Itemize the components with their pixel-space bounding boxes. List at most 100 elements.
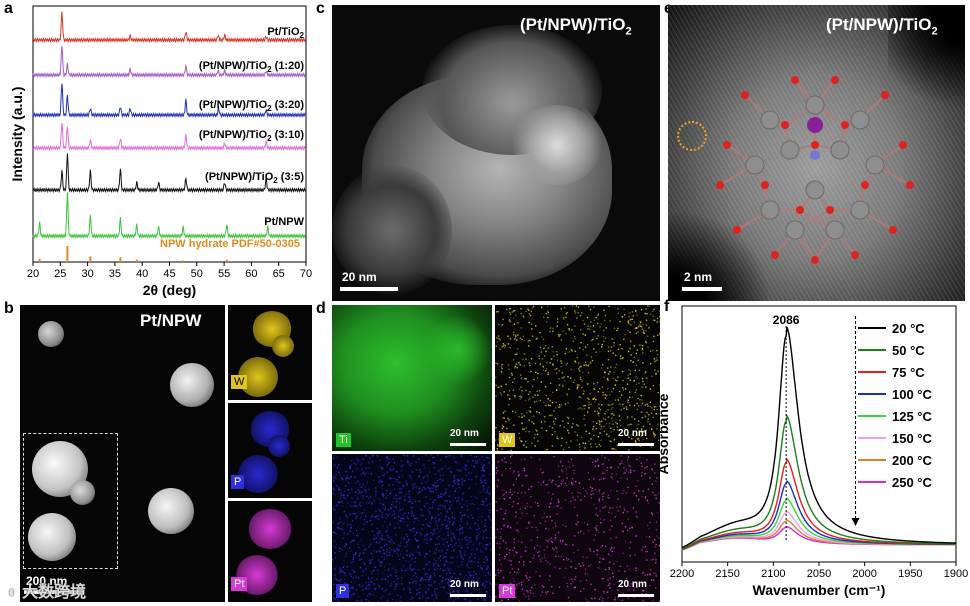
map-dot: [389, 563, 391, 565]
map-dot: [357, 498, 359, 500]
map-dot: [510, 560, 512, 562]
map-dot: [503, 460, 505, 463]
map-dot: [332, 579, 334, 582]
map-dot: [344, 497, 347, 500]
map-dot: [599, 326, 601, 328]
map-dot: [355, 517, 357, 520]
map-dot: [632, 433, 634, 436]
map-dot: [503, 344, 505, 346]
map-dot: [502, 518, 505, 520]
map-dot: [647, 418, 649, 420]
map-dot: [386, 555, 388, 557]
map-dot: [495, 362, 497, 364]
map-dot: [371, 523, 373, 525]
map-dot: [365, 485, 367, 487]
map-dot: [369, 562, 371, 564]
map-dot: [545, 591, 547, 594]
map-dot: [619, 506, 621, 508]
map-dot: [628, 568, 631, 570]
map-dot: [601, 346, 603, 348]
map-dot: [512, 410, 514, 412]
map-dot: [469, 454, 472, 456]
map-dot: [562, 524, 564, 526]
map-dot: [411, 512, 413, 514]
map-dot: [333, 464, 336, 466]
map-dot: [641, 435, 643, 437]
map-dot: [547, 483, 549, 486]
map-dot: [375, 493, 377, 495]
map-dot: [558, 370, 560, 372]
map-dot: [614, 399, 617, 401]
map-dot: [451, 512, 453, 514]
map-dot: [654, 463, 656, 465]
map-dot: [577, 408, 579, 410]
x-tick-label: 40: [136, 268, 148, 280]
map-dot: [621, 348, 623, 350]
map-dot: [487, 571, 489, 574]
map-dot: [339, 547, 341, 550]
map-dot: [427, 509, 429, 511]
map-dot: [367, 595, 369, 597]
map-dot: [655, 372, 657, 374]
map-dot: [453, 573, 455, 575]
map-dot: [547, 372, 549, 374]
map-dot: [582, 349, 584, 351]
map-dot: [625, 406, 628, 408]
map-dot: [630, 354, 632, 356]
map-dot: [629, 404, 631, 407]
map-dot: [482, 504, 485, 506]
map-dot: [373, 538, 375, 540]
map-dot: [360, 486, 363, 488]
map-dot: [404, 454, 406, 457]
map-dot: [354, 554, 356, 556]
panel-b-title: Pt/NPW: [140, 311, 202, 330]
map-dot: [610, 440, 612, 443]
element-tag-w-tio2: W: [499, 433, 516, 447]
map-dot: [394, 550, 396, 552]
map-dot: [501, 367, 503, 370]
map-dot: [579, 366, 581, 368]
map-dot: [559, 539, 562, 542]
map-dot: [642, 589, 644, 592]
map-dot: [512, 501, 515, 503]
map-dot: [343, 522, 345, 525]
map-dot: [627, 486, 629, 488]
map-dot: [381, 588, 384, 590]
map-dot: [433, 462, 436, 465]
map-dot: [393, 505, 396, 508]
trace-label: NPW hydrate PDF#50-0305: [160, 238, 300, 250]
map-dot: [536, 529, 539, 532]
map-dot: [507, 599, 510, 601]
map-dot: [369, 543, 372, 545]
map-dot: [398, 491, 401, 493]
map-dot: [419, 474, 421, 477]
map-dot: [352, 561, 354, 563]
scale-bar: [618, 594, 654, 597]
map-dot: [515, 596, 517, 598]
map-dot: [509, 497, 511, 499]
map-dot: [513, 491, 516, 493]
map-dot: [350, 575, 352, 577]
map-dot: [390, 508, 393, 510]
map-dot: [484, 479, 487, 482]
map-dot: [629, 541, 632, 543]
map-dot: [524, 474, 527, 477]
map-dot: [570, 440, 572, 442]
map-dot: [566, 362, 568, 365]
map-dot: [481, 567, 483, 569]
map-dot: [421, 489, 423, 491]
map-dot: [574, 360, 576, 362]
map-dot: [592, 398, 594, 400]
map-dot: [392, 567, 394, 569]
map-dot: [371, 573, 373, 575]
map-dot: [508, 376, 511, 379]
map-dot: [520, 440, 522, 442]
map-dot: [422, 595, 424, 597]
map-dot: [454, 490, 456, 492]
map-dot: [470, 553, 473, 555]
map-dot: [632, 507, 635, 509]
map-dot: [395, 494, 397, 497]
map-dot: [452, 591, 454, 593]
map-dot: [395, 571, 397, 573]
map-dot: [452, 500, 454, 502]
